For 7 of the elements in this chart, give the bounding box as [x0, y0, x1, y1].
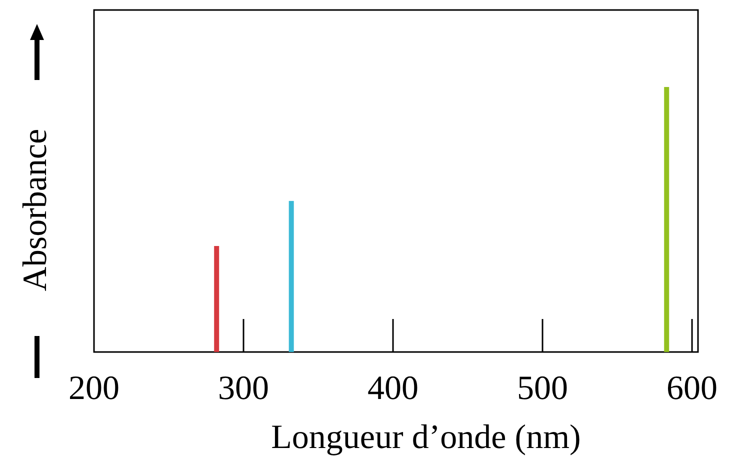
y-axis-title: Absorbance: [17, 128, 54, 292]
x-tick-label: 500: [517, 370, 568, 407]
x-axis-title: Longueur d’onde (nm): [271, 419, 581, 456]
x-tick-label: 600: [666, 370, 718, 407]
x-tick-label: 300: [218, 370, 270, 407]
x-tick-label: 200: [68, 370, 120, 407]
x-tick-label: 400: [368, 370, 419, 407]
